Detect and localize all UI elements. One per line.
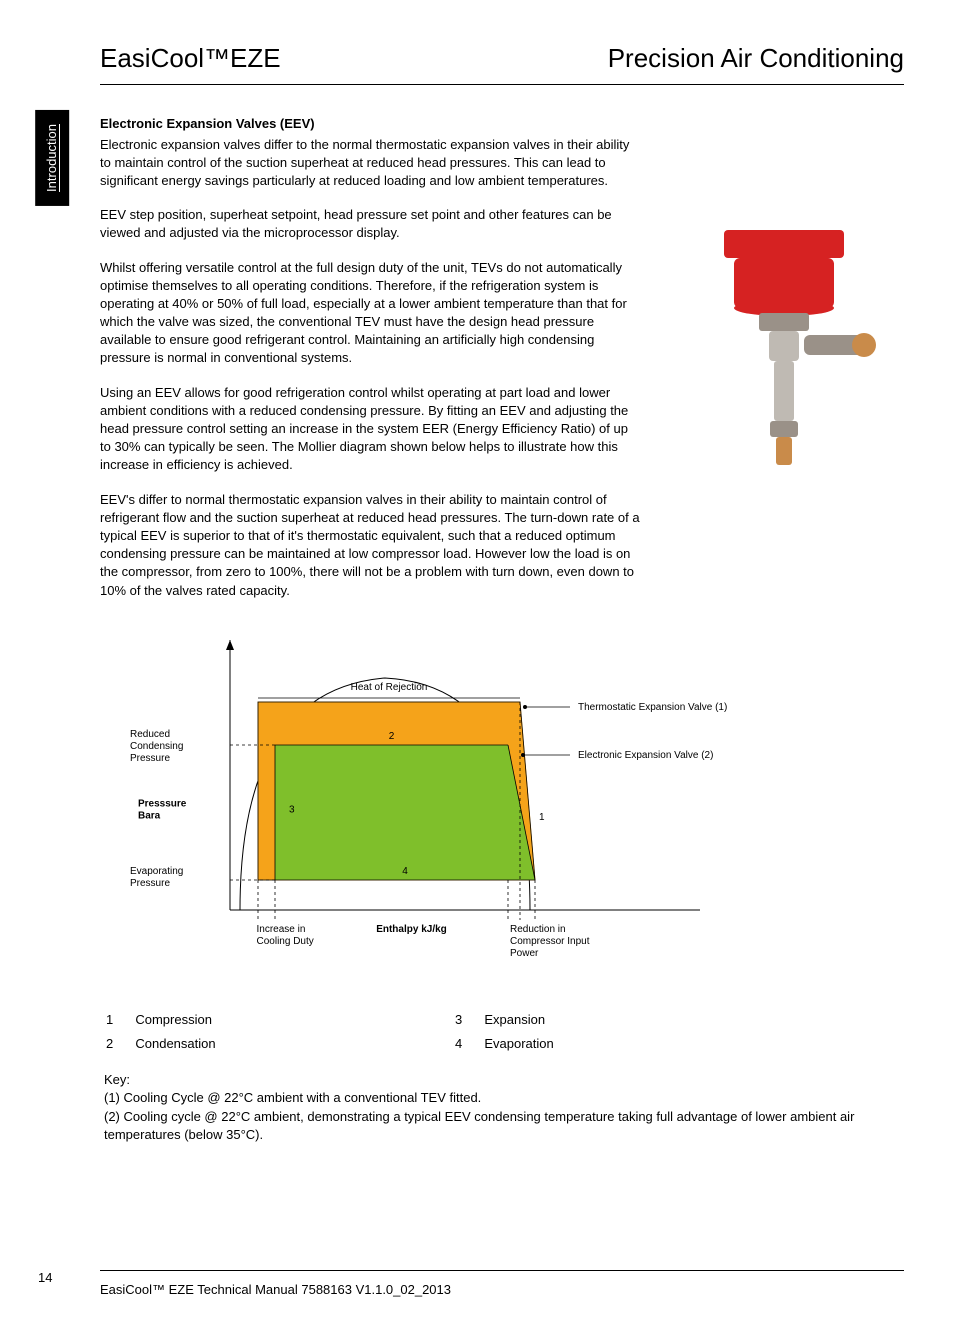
header-left: EasiCool™EZE [100,40,281,76]
svg-text:1: 1 [539,812,545,823]
key-line-2: (2) Cooling cycle @ 22°C ambient, demons… [104,1108,904,1144]
paragraph-4: Using an EEV allows for good refrigerati… [100,384,640,475]
cycle-3-num: 3 [451,1009,482,1031]
svg-text:Bara: Bara [138,810,161,821]
svg-text:Increase in: Increase in [257,924,306,935]
svg-text:Reduced: Reduced [130,729,170,740]
key-block: Key: (1) Cooling Cycle @ 22°C ambient wi… [104,1071,904,1144]
svg-text:Electronic Expansion Valve (2): Electronic Expansion Valve (2) [578,750,713,761]
svg-text:Heat of Rejection: Heat of Rejection [351,682,428,693]
key-line-1: (1) Cooling Cycle @ 22°C ambient with a … [104,1089,904,1107]
cycle-legend: 1 Compression 3 Expansion 2 Condensation… [100,1007,800,1057]
section-title: Electronic Expansion Valves (EEV) [100,115,640,133]
svg-text:Enthalpy kJ/kg: Enthalpy kJ/kg [376,924,447,935]
cycle-1-label: Compression [135,1009,449,1031]
svg-text:Power: Power [510,948,539,959]
mollier-diagram: 1 2 3 4 Heat of Rejection Thermostatic Expans… [100,630,904,995]
cycle-4-label: Evaporation [484,1033,798,1055]
page-number: 14 [38,1269,52,1287]
page-header: EasiCool™EZE Precision Air Conditioning [100,40,904,85]
footer: EasiCool™ EZE Technical Manual 7588163 V… [100,1270,904,1299]
header-right: Precision Air Conditioning [608,40,904,76]
key-title: Key: [104,1071,904,1089]
svg-text:Reduction in: Reduction in [510,924,566,935]
svg-text:Presssure: Presssure [138,798,187,809]
svg-text:3: 3 [289,804,295,815]
paragraph-3: Whilst offering versatile control at the… [100,259,640,368]
svg-text:Condensing: Condensing [130,741,183,752]
cycle-4-num: 4 [451,1033,482,1055]
svg-text:4: 4 [402,866,408,877]
footer-text: EasiCool™ EZE Technical Manual 7588163 V… [100,1282,451,1297]
svg-text:Evaporating: Evaporating [130,866,183,877]
paragraph-5: EEV's differ to normal thermostatic expa… [100,491,640,600]
side-tab-introduction: Introduction [35,110,69,206]
svg-text:Pressure: Pressure [130,878,170,889]
eev-valve-illustration [684,225,894,485]
paragraph-1: Electronic expansion valves differ to th… [100,136,640,191]
svg-text:Thermostatic Expansion Valve (: Thermostatic Expansion Valve (1) [578,702,727,713]
cycle-1-num: 1 [102,1009,133,1031]
cycle-2-label: Condensation [135,1033,449,1055]
cycle-2-num: 2 [102,1033,133,1055]
paragraph-2: EEV step position, superheat setpoint, h… [100,206,640,242]
svg-text:Compressor Input: Compressor Input [510,936,590,947]
mollier-svg: 1 2 3 4 Heat of Rejection Thermostatic Expans… [100,630,860,990]
cycle-3-label: Expansion [484,1009,798,1031]
svg-text:Cooling Duty: Cooling Duty [257,936,314,947]
svg-text:2: 2 [389,731,395,742]
svg-text:Pressure: Pressure [130,753,170,764]
